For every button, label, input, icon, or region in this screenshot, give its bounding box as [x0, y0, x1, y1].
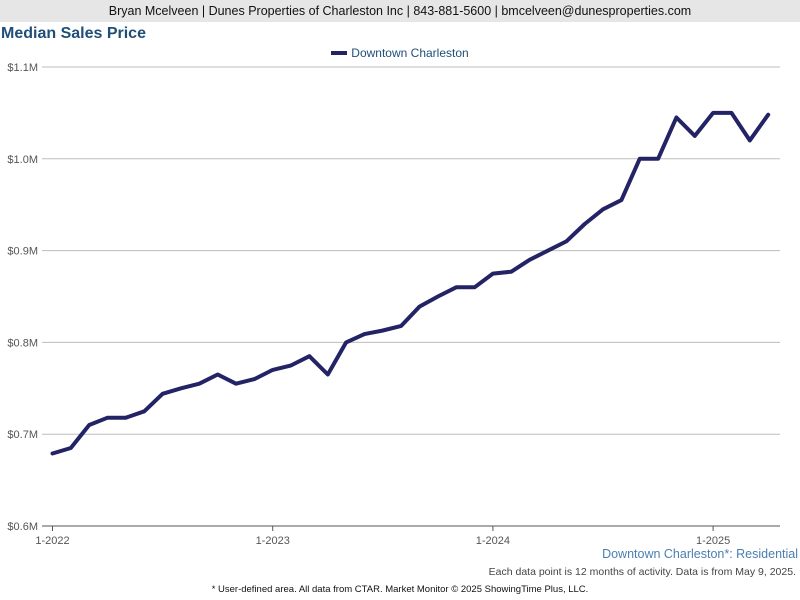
chart-series	[51, 112, 769, 455]
y-tick-label: $0.6M	[7, 521, 38, 533]
y-tick-label: $0.9M	[7, 246, 38, 258]
data-point	[143, 410, 145, 412]
data-point	[308, 355, 310, 357]
data-point	[198, 383, 200, 385]
data-point	[675, 116, 677, 118]
data-point	[767, 114, 769, 116]
data-point	[418, 305, 420, 307]
x-tick-label: 1-2024	[476, 535, 510, 547]
line-chart: $1.1M$1.0M$0.9M$0.8M$0.7M$0.6M 1-2022 1-2…	[0, 0, 800, 600]
data-point	[730, 112, 732, 114]
data-point	[547, 249, 549, 251]
data-point	[88, 424, 90, 426]
x-axis-ticks: 1-2022 1-2023 1-2024 1-2025	[35, 526, 730, 547]
data-point	[125, 416, 127, 418]
y-tick-label: $1.0M	[7, 154, 38, 166]
y-axis-ticks: $1.1M $1.0M $0.9M $0.8M $0.7M $0.6M	[7, 62, 38, 533]
data-point	[749, 139, 751, 141]
data-point	[400, 325, 402, 327]
data-point	[161, 393, 163, 395]
data-point	[528, 259, 530, 261]
x-tick-label: 1-2025	[696, 535, 730, 547]
y-tick-label: $1.1M	[7, 62, 38, 74]
y-tick-label: $0.7M	[7, 429, 38, 441]
data-point	[712, 112, 714, 114]
data-point	[327, 373, 329, 375]
y-tick-label: $0.8M	[7, 337, 38, 349]
data-point	[565, 240, 567, 242]
data-point	[473, 286, 475, 288]
data-point	[180, 387, 182, 389]
data-point	[290, 364, 292, 366]
data-point	[602, 208, 604, 210]
data-point	[216, 373, 218, 375]
copyright-note: * User-defined area. All data from CTAR.…	[0, 584, 800, 595]
data-point	[382, 329, 384, 331]
data-point	[345, 341, 347, 343]
data-point	[253, 378, 255, 380]
x-tick-label: 1-2023	[256, 535, 290, 547]
data-point	[363, 333, 365, 335]
data-point	[657, 158, 659, 160]
data-point	[106, 416, 108, 418]
data-point	[583, 223, 585, 225]
data-point	[620, 199, 622, 201]
data-note: Each data point is 12 months of activity…	[489, 566, 796, 578]
data-point	[272, 369, 274, 371]
data-point	[694, 135, 696, 137]
data-point	[235, 383, 237, 385]
x-tick-label: 1-2022	[35, 535, 69, 547]
area-label: Downtown Charleston*: Residential	[602, 547, 798, 561]
series-line-0	[53, 113, 769, 454]
data-point	[437, 295, 439, 297]
data-point	[455, 286, 457, 288]
data-point	[51, 452, 53, 454]
data-point	[639, 158, 641, 160]
data-point	[70, 447, 72, 449]
data-point	[510, 271, 512, 273]
data-point	[492, 272, 494, 274]
